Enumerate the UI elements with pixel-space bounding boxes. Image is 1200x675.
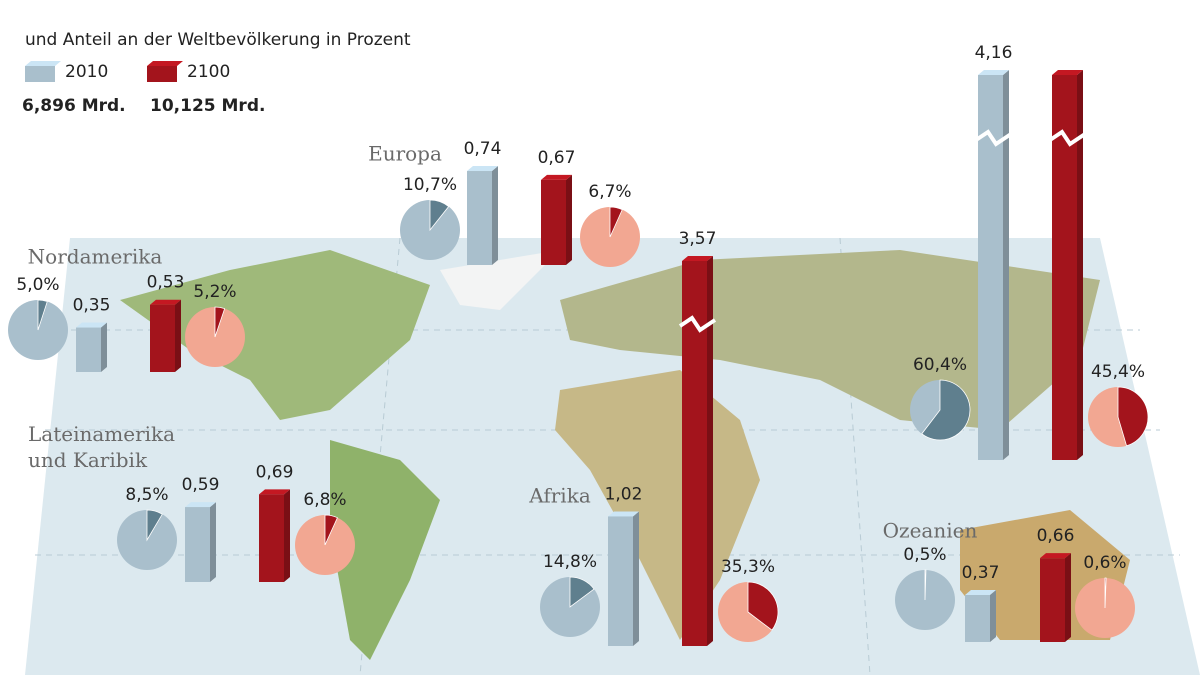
pie-share-label: 0,6%: [1083, 553, 1126, 573]
pie-share-label: 5,2%: [193, 282, 236, 302]
pie-share-label: 8,5%: [125, 485, 168, 505]
bar-side: [1077, 70, 1083, 460]
bar-value-label: 0,74: [464, 139, 502, 159]
region-name-line: Lateinamerika: [28, 422, 175, 446]
bar-value-label: 4,16: [975, 43, 1013, 63]
bar-value-label: 0,37: [962, 563, 1000, 583]
pie-share-label: 60,4%: [913, 355, 967, 375]
bar: [76, 327, 101, 372]
legend-total: 10,125 Mrd.: [150, 96, 265, 116]
legend: 2010 6,896 Mrd. 2100 10,125 Mrd.: [22, 61, 265, 116]
bar-side: [175, 299, 181, 372]
bar: [150, 304, 175, 372]
bar-value-label: 0,67: [538, 148, 576, 168]
pie-share: [569, 576, 595, 608]
pie-share-label: 0,5%: [903, 545, 946, 565]
bar: [185, 507, 210, 582]
bar-side: [566, 174, 572, 265]
bar-side: [990, 590, 996, 642]
bar-top: [150, 299, 181, 305]
pie-share-label: 45,4%: [1091, 362, 1145, 382]
pie-share: [37, 299, 48, 331]
region-name: Lateinamerika und Karibik: [28, 422, 175, 472]
plot: Europa 0,74 10,7% 0,67 6,7% Nordamerika 0,35 5,…: [8, 43, 1149, 646]
bar-top: [1040, 553, 1071, 559]
bar-top: [978, 70, 1009, 75]
region-name-line: und Karibik: [28, 448, 148, 472]
bar-side: [633, 511, 639, 646]
bar: [965, 595, 990, 642]
pie-share: [146, 509, 163, 542]
pie-share: [324, 514, 338, 546]
bar-top: [608, 511, 639, 517]
legend-swatch: [25, 66, 55, 82]
axis-break: [1048, 129, 1087, 147]
axis-break: [974, 129, 1013, 147]
region-name: Afrika: [528, 484, 591, 508]
legend-total: 6,896 Mrd.: [22, 96, 126, 116]
pie-share-label: 5,0%: [16, 275, 59, 295]
subtitle: und Anteil an der Weltbevölkerung in Pro…: [25, 30, 411, 50]
bar-top: [76, 322, 107, 328]
pie-share-label: 6,7%: [588, 182, 631, 202]
pie-share: [921, 379, 971, 441]
pie-share: [747, 581, 779, 631]
pie-share-label: 6,8%: [303, 490, 346, 510]
pie-share-label: 14,8%: [543, 552, 597, 572]
bar-side: [210, 502, 216, 582]
bar-side: [284, 489, 290, 582]
region-name: Ozeanien: [883, 519, 978, 543]
region-name: Europa: [368, 142, 442, 166]
legend-swatch: [25, 61, 61, 66]
legend-label: 2100: [187, 62, 230, 82]
bar-top: [259, 489, 290, 495]
pie-share-label: 35,3%: [721, 557, 775, 577]
bar-side: [1003, 70, 1009, 460]
bar-side: [707, 256, 713, 646]
pie-share: [609, 206, 623, 238]
bar-side: [101, 322, 107, 372]
region-name: Nordamerika: [28, 245, 163, 269]
bar-top: [467, 166, 498, 172]
legend-label: 2010: [65, 62, 108, 82]
bar: [259, 494, 284, 582]
pie-share: [924, 569, 927, 601]
pie-share: [1104, 577, 1107, 609]
bar-top: [185, 502, 216, 508]
bar-value-label: 0,66: [1037, 526, 1075, 546]
bar: [1040, 558, 1065, 642]
legend-swatch: [147, 66, 177, 82]
bar-value-label: 0,35: [73, 296, 111, 316]
pie-share: [429, 199, 450, 232]
legend-swatch: [147, 61, 183, 66]
pie-share-label: 10,7%: [403, 175, 457, 195]
pie-share: [214, 306, 226, 338]
bar-top: [1052, 70, 1083, 75]
bar-top: [541, 174, 572, 180]
bar-top: [965, 590, 996, 596]
bar-value-label: 0,59: [182, 475, 220, 495]
axis-break: [678, 315, 717, 333]
bar: [541, 179, 566, 265]
bar-value-label: 0,69: [256, 462, 294, 482]
pie-share: [1117, 386, 1149, 447]
bar: [608, 516, 633, 646]
bar-value-label: 1,02: [605, 484, 643, 504]
bar-value-label: 3,57: [679, 229, 717, 249]
bar-side: [1065, 553, 1071, 642]
bar-value-label: 0,53: [147, 273, 185, 293]
bar-side: [492, 166, 498, 265]
bar: [467, 171, 492, 265]
bar-top: [682, 256, 713, 261]
